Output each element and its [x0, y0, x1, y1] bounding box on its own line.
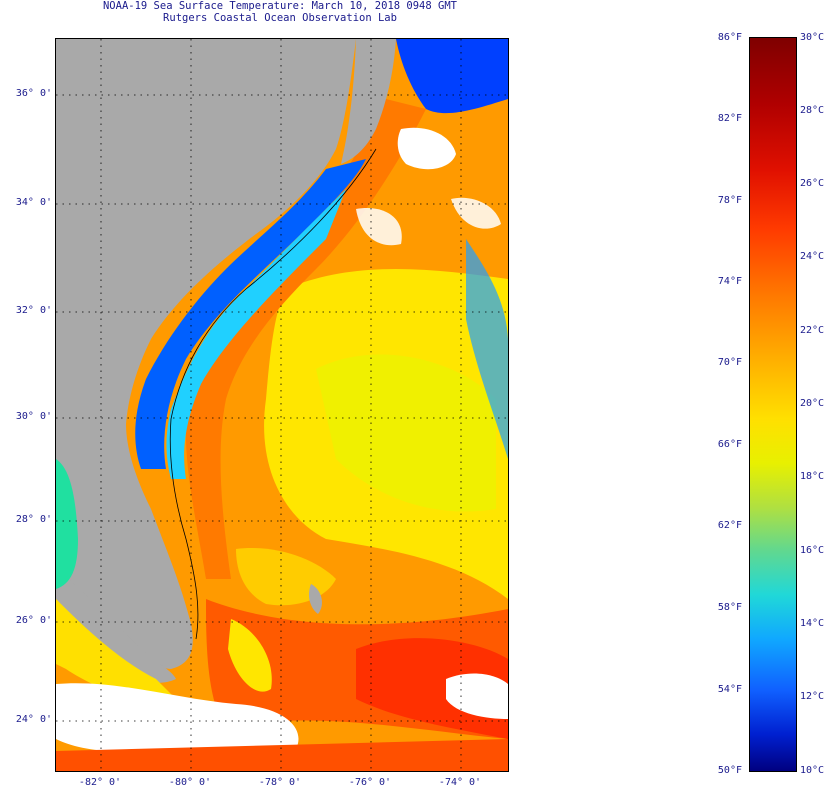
chart-subtitle: Rutgers Coastal Ocean Observation Lab — [163, 12, 397, 24]
lat-label-36: 36° 0' — [15, 88, 52, 99]
bahamas-island — [308, 584, 322, 614]
lat-label-30: 30° 0' — [15, 411, 52, 422]
chart-title: NOAA-19 Sea Surface Temperature: March 1… — [102, 0, 457, 12]
florida-keys-water — [56, 599, 176, 700]
sst-map — [55, 38, 509, 772]
c-label-30: 30°C — [800, 32, 825, 43]
c-label-16: 16°C — [800, 545, 825, 556]
f-label-74: 74°F — [717, 276, 742, 287]
f-label-78: 78°F — [717, 195, 742, 206]
f-label-82: 82°F — [717, 113, 742, 124]
cloud-mid — [356, 208, 402, 246]
c-label-24: 24°C — [800, 251, 825, 262]
lat-label-28: 28° 0' — [15, 514, 52, 525]
cloud-southeast — [446, 673, 508, 719]
f-label-54: 54°F — [717, 684, 742, 695]
lon-label-78: -78° 0' — [258, 777, 302, 788]
shelf-cold — [135, 159, 366, 469]
f-label-62: 62°F — [717, 520, 742, 531]
color-scale-bar — [749, 37, 797, 772]
cloud-east — [451, 197, 501, 229]
lon-label-82: -82° 0' — [78, 777, 122, 788]
f-label-50: 50°F — [717, 765, 742, 776]
lat-label-32: 32° 0' — [15, 305, 52, 316]
c-label-20: 20°C — [800, 398, 825, 409]
blue-streak-east — [466, 239, 508, 459]
lon-label-80: -80° 0' — [168, 777, 212, 788]
lat-label-24: 24° 0' — [15, 714, 52, 725]
lon-label-76: -76° 0' — [348, 777, 392, 788]
lat-label-26: 26° 0' — [15, 615, 52, 626]
lat-label-34: 34° 0' — [15, 197, 52, 208]
lon-label-74: -74° 0' — [438, 777, 482, 788]
f-label-66: 66°F — [717, 439, 742, 450]
c-label-26: 26°C — [800, 178, 825, 189]
f-label-58: 58°F — [717, 602, 742, 613]
shelf-cyan — [166, 189, 346, 479]
gulf-water — [56, 459, 78, 589]
c-label-14: 14°C — [800, 618, 825, 629]
cloud-south — [56, 683, 299, 755]
land-outer-banks — [341, 39, 396, 164]
c-label-12: 12°C — [800, 691, 825, 702]
f-label-86: 86°F — [717, 32, 742, 43]
bahamas-bank-2 — [228, 619, 272, 692]
caribbean-warm — [56, 739, 508, 771]
c-label-10: 10°C — [800, 765, 825, 776]
f-label-70: 70°F — [717, 357, 742, 368]
sst-map-svg — [56, 39, 508, 771]
yellow-water-2 — [316, 354, 496, 512]
c-label-28: 28°C — [800, 105, 825, 116]
cloud-hatteras — [397, 127, 456, 170]
isobath-contour — [169, 148, 377, 640]
c-label-18: 18°C — [800, 471, 825, 482]
c-label-22: 22°C — [800, 325, 825, 336]
